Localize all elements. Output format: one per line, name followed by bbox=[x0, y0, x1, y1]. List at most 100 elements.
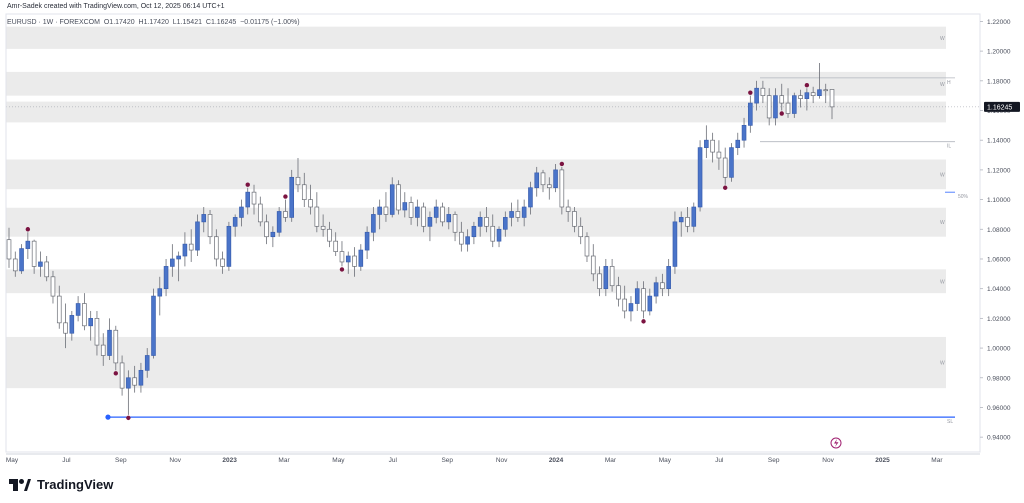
candle-body bbox=[754, 87, 759, 104]
candle-body bbox=[258, 203, 263, 223]
candle-body bbox=[126, 377, 131, 389]
zone-label: W bbox=[940, 279, 945, 285]
y-tick-label: 1.06000 bbox=[987, 256, 1011, 263]
candle-body bbox=[314, 206, 320, 227]
candle-body bbox=[107, 329, 112, 356]
candle-body bbox=[503, 217, 508, 230]
candle-body bbox=[295, 176, 301, 186]
tradingview-logo-icon bbox=[9, 478, 31, 491]
candle-body bbox=[19, 248, 24, 272]
candle-body bbox=[471, 225, 477, 238]
candle-body bbox=[534, 172, 540, 189]
candle-body bbox=[704, 139, 709, 148]
candle-body bbox=[628, 303, 634, 312]
candle-body bbox=[496, 228, 502, 242]
y-tick-label: 1.10000 bbox=[987, 197, 1011, 204]
swing-marker bbox=[779, 111, 784, 116]
candle-body bbox=[157, 288, 163, 297]
supply-demand-zone bbox=[6, 101, 946, 123]
candle-body bbox=[170, 258, 175, 267]
candle-body bbox=[207, 214, 213, 238]
candle-body bbox=[176, 255, 181, 260]
candle-body bbox=[609, 266, 615, 287]
y-tick-label: 1.22000 bbox=[987, 19, 1011, 26]
candle-body bbox=[239, 206, 244, 218]
x-tick-label: Sep bbox=[768, 457, 780, 464]
candle-body bbox=[804, 92, 810, 99]
candle-body bbox=[69, 315, 75, 334]
zone-label: W bbox=[940, 82, 945, 88]
candle-body bbox=[509, 211, 514, 218]
y-tick-label: 1.00000 bbox=[987, 346, 1011, 353]
candle-body bbox=[320, 225, 326, 230]
x-tick-label: Jul bbox=[715, 457, 724, 464]
lightning-icon bbox=[830, 437, 842, 449]
y-tick-label: 1.12000 bbox=[987, 167, 1011, 174]
candle-body bbox=[678, 217, 684, 223]
candle-body bbox=[515, 211, 521, 218]
candle-body bbox=[308, 199, 313, 208]
candle-body bbox=[75, 303, 81, 316]
candle-body bbox=[672, 221, 678, 267]
candle-body bbox=[88, 318, 93, 327]
candle-body bbox=[94, 318, 100, 346]
markers-layer bbox=[25, 83, 810, 421]
candle-body bbox=[597, 273, 602, 290]
candle-body bbox=[773, 95, 778, 119]
candle-body bbox=[484, 217, 489, 227]
candle-body bbox=[188, 243, 194, 251]
candle-body bbox=[760, 87, 766, 97]
x-tick-label: 2023 bbox=[222, 457, 237, 464]
candle-body bbox=[345, 255, 351, 263]
candle-body bbox=[634, 288, 640, 304]
swing-marker bbox=[25, 227, 31, 232]
swing-marker bbox=[283, 194, 288, 199]
last-price-badge bbox=[984, 101, 1020, 112]
candle-body bbox=[729, 147, 734, 178]
zone-label: W bbox=[940, 361, 945, 367]
x-tick-label: Sep bbox=[115, 457, 127, 464]
candle-body bbox=[823, 89, 829, 92]
x-tick-label: Nov bbox=[169, 457, 181, 464]
candle-body bbox=[465, 236, 470, 245]
candle-body bbox=[82, 303, 87, 327]
candle-body bbox=[766, 95, 772, 119]
brand-name: TradingView bbox=[37, 477, 114, 492]
candle-body bbox=[383, 206, 389, 215]
y-tick-label: 1.08000 bbox=[987, 227, 1011, 234]
level-label: H bbox=[947, 80, 951, 86]
swing-marker bbox=[722, 185, 728, 190]
candle-body bbox=[264, 221, 269, 238]
candle-body bbox=[540, 172, 546, 186]
tradingview-logo: TradingView bbox=[9, 477, 113, 492]
candle-body bbox=[722, 157, 728, 178]
candle-body bbox=[748, 102, 753, 126]
x-tick-label: 2024 bbox=[549, 457, 564, 464]
candle-body bbox=[817, 89, 822, 97]
candle-body bbox=[214, 236, 219, 260]
x-tick-label: 2025 bbox=[875, 457, 890, 464]
zone-label: W bbox=[940, 220, 945, 226]
candle-body bbox=[301, 184, 307, 200]
swing-marker bbox=[641, 319, 646, 324]
zones-layer: W W W W W W bbox=[6, 26, 946, 389]
supply-demand-zone bbox=[6, 26, 946, 49]
y-tick-label: 0.94000 bbox=[987, 435, 1011, 442]
x-tick-label: Mar bbox=[278, 457, 290, 464]
swing-marker bbox=[804, 83, 810, 88]
x-tick-label: May bbox=[332, 457, 345, 464]
candle-body bbox=[798, 95, 803, 99]
level-label: SL bbox=[947, 419, 953, 425]
swing-marker bbox=[748, 90, 753, 95]
last-price-label: 1.16245 bbox=[987, 104, 1012, 111]
candle-body bbox=[6, 239, 12, 260]
candle-body bbox=[56, 295, 62, 324]
plot-frame bbox=[5, 13, 981, 453]
candle-body bbox=[396, 184, 401, 211]
candle-body bbox=[50, 276, 56, 297]
y-tick-label: 1.18000 bbox=[987, 78, 1011, 85]
swing-marker bbox=[126, 415, 131, 421]
candle-body bbox=[113, 329, 119, 364]
candle-body bbox=[364, 231, 370, 251]
